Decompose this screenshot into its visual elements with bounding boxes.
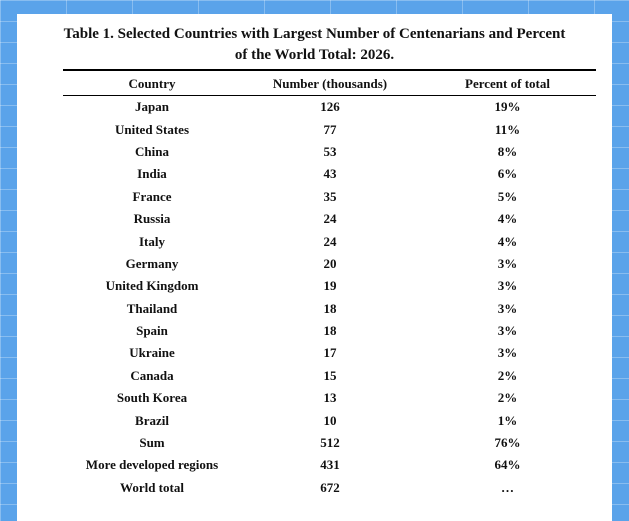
cell-number: 672 — [320, 479, 340, 495]
cell-country: Spain — [136, 323, 168, 339]
table-row: India 43 6% — [63, 163, 596, 185]
table-row: More developed regions 431 64% — [63, 454, 596, 476]
table-row: Japan 126 19% — [63, 96, 596, 119]
cell-number: 20 — [323, 255, 337, 271]
cell-country: Thailand — [126, 300, 178, 316]
cell-percent: 19% — [494, 99, 521, 115]
cell-percent: 1% — [497, 412, 518, 428]
table-row: United Kingdom 19 3% — [63, 275, 596, 297]
table-row: Sum 512 76% — [63, 432, 596, 454]
cell-country: Ukraine — [129, 345, 175, 361]
table-header-row: Country Number (thousands) Percent of to… — [63, 73, 596, 96]
table-row: Thailand 18 3% — [63, 298, 596, 320]
cell-country: United Kingdom — [105, 278, 199, 294]
cell-number: 15 — [323, 367, 337, 383]
table-row: Italy 24 4% — [63, 230, 596, 252]
cell-number: 13 — [323, 390, 337, 406]
table-row: Ukraine 17 3% — [63, 342, 596, 364]
cell-country: France — [132, 188, 172, 204]
cell-number: 17 — [323, 345, 337, 361]
table-row: Spain 18 3% — [63, 320, 596, 342]
table-title: Table 1. Selected Countries with Largest… — [17, 24, 612, 66]
table-body: Japan 126 19% United States 77 11% China 53 8% In… — [63, 96, 596, 500]
cell-country: India — [137, 166, 167, 182]
cell-country: Russia — [133, 211, 171, 227]
cell-percent: 3% — [497, 300, 518, 316]
cell-percent: 5% — [497, 188, 518, 204]
table-card: Table 1. Selected Countries with Largest… — [17, 14, 612, 521]
cell-percent: 64% — [494, 457, 521, 473]
cell-country: More developed regions — [85, 457, 219, 473]
cell-percent: 8% — [497, 143, 518, 159]
cell-number: 24 — [323, 211, 337, 227]
cell-number: 77 — [323, 121, 337, 137]
cell-number: 431 — [320, 457, 340, 473]
table-title-line-2: of the World Total: 2026. — [234, 47, 395, 63]
cell-percent: 4% — [497, 211, 518, 227]
cell-country: Italy — [139, 233, 165, 249]
cell-number: 35 — [323, 188, 337, 204]
cell-country: Canada — [130, 367, 174, 383]
cell-percent: 3% — [497, 345, 518, 361]
cell-country: China — [135, 143, 169, 159]
column-header-country: Country — [63, 73, 241, 96]
top-rule — [63, 69, 596, 71]
cell-number: 43 — [323, 166, 337, 182]
table-row: Germany 20 3% — [63, 253, 596, 275]
column-header-percent: Percent of total — [419, 73, 596, 96]
cell-percent: 76% — [494, 435, 521, 451]
cell-percent: 2% — [497, 367, 518, 383]
cell-percent: 3% — [497, 323, 518, 339]
cell-country: World total — [120, 479, 184, 495]
column-header-number: Number (thousands) — [241, 73, 419, 96]
centenarians-table: Country Number (thousands) Percent of to… — [63, 73, 596, 499]
cell-percent: 11% — [494, 121, 521, 137]
cell-country: United States — [114, 121, 190, 137]
table-row: South Korea 13 2% — [63, 387, 596, 409]
cell-percent: 6% — [497, 166, 518, 182]
table-row: Russia 24 4% — [63, 208, 596, 230]
cell-number: 53 — [323, 143, 337, 159]
cell-number: 512 — [320, 435, 340, 451]
table-row: United States 77 11% — [63, 118, 596, 140]
cell-percent: 2% — [497, 390, 518, 406]
table-row: France 35 5% — [63, 186, 596, 208]
cell-number: 18 — [323, 323, 337, 339]
cell-country: Japan — [135, 99, 169, 115]
cell-country: South Korea — [116, 390, 188, 406]
table-title-line-1: Table 1. Selected Countries with Largest… — [63, 26, 566, 42]
table-row: China 53 8% — [63, 141, 596, 163]
cell-percent: 3% — [497, 278, 518, 294]
cell-percent: … — [501, 479, 514, 495]
cell-number: 18 — [323, 300, 337, 316]
cell-percent: 4% — [497, 233, 518, 249]
cell-country: Germany — [125, 255, 179, 271]
table-row: Canada 15 2% — [63, 365, 596, 387]
table-row: World total 672 … — [63, 477, 596, 499]
cell-country: Brazil — [135, 412, 169, 428]
cell-number: 10 — [323, 412, 337, 428]
table-row: Brazil 10 1% — [63, 409, 596, 431]
cell-percent: 3% — [497, 255, 518, 271]
cell-number: 24 — [323, 233, 337, 249]
cell-country: Sum — [139, 435, 165, 451]
cell-number: 19 — [323, 278, 337, 294]
cell-number: 126 — [320, 99, 340, 115]
